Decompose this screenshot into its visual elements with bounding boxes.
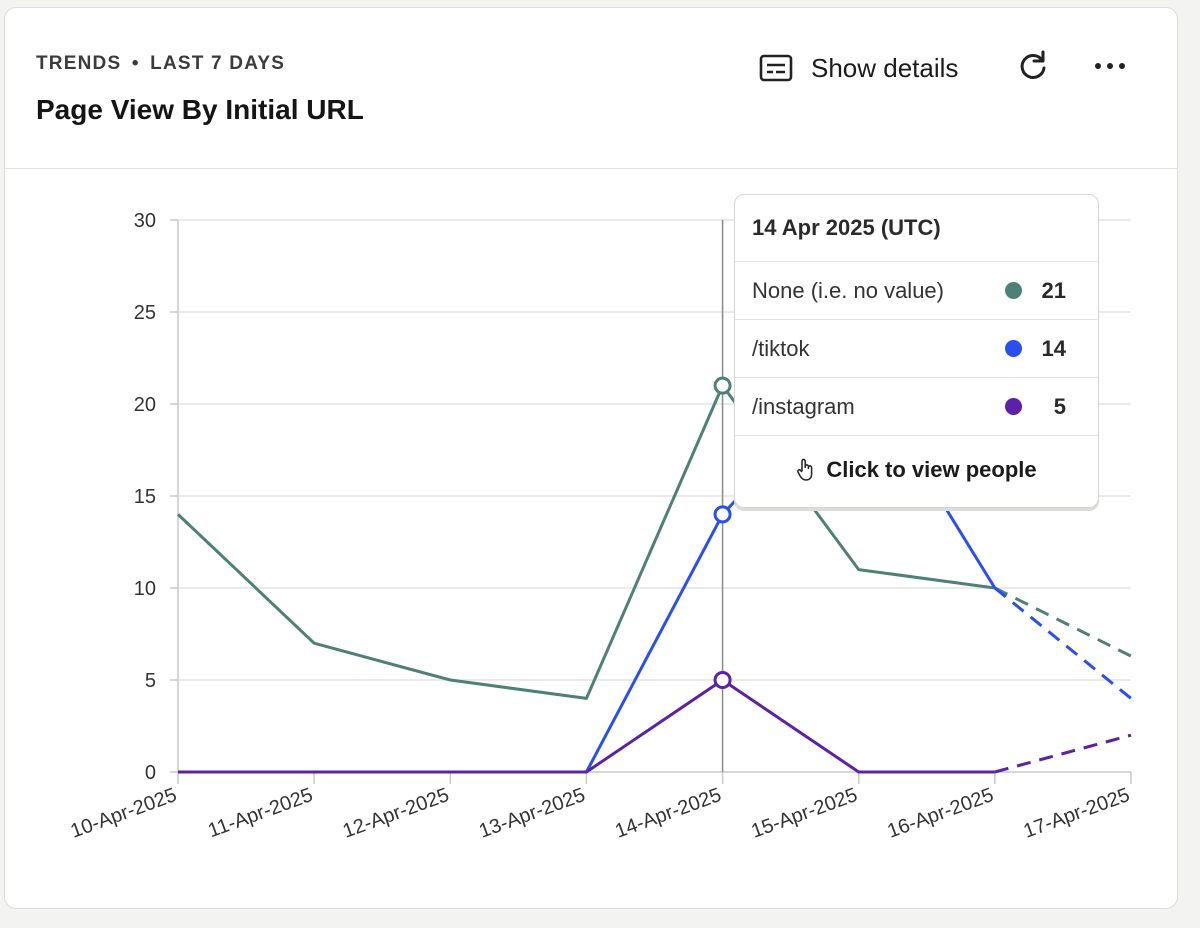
hand-pointer-icon (797, 458, 813, 481)
x-tick-label: 16-Apr-2025 (885, 784, 997, 843)
card-header: TRENDS • LAST 7 DAYS Page View By Initia… (5, 8, 1177, 169)
tooltip-row-value: 14 (1041, 335, 1066, 361)
series-line-projected (994, 733, 1132, 774)
highlight-point (713, 505, 732, 524)
highlight-point (713, 376, 732, 395)
eyebrow-range: LAST 7 DAYS (150, 53, 286, 74)
tooltip-row-label: None (i.e. no value) (752, 277, 944, 303)
refresh-icon[interactable] (1015, 48, 1051, 84)
details-icon (759, 54, 793, 82)
x-tick-label: 11-Apr-2025 (205, 784, 316, 842)
tooltip-row-label: /instagram (752, 393, 855, 419)
x-tick-label: 12-Apr-2025 (340, 784, 452, 843)
y-tick-label: 15 (134, 486, 156, 508)
page-title: Page View By Initial URL (36, 94, 364, 125)
y-tick-label: 30 (134, 210, 156, 232)
show-details-label: Show details (811, 52, 959, 83)
report-type-label: TRENDS • LAST 7 DAYS (36, 53, 285, 75)
view-people-button[interactable]: Click to view people (735, 436, 1098, 504)
tooltip-row: None (i.e. no value) 21 (735, 262, 1098, 320)
tooltip-date: 14 Apr 2025 (UTC) (735, 195, 1098, 262)
view-people-label: Click to view people (826, 457, 1037, 482)
tooltip-row: /tiktok 14 (735, 320, 1098, 378)
tooltip-row: /instagram 5 (735, 378, 1098, 436)
series-line-projected (994, 586, 1132, 658)
eyebrow-separator: • (131, 53, 140, 74)
x-tick-label: 17-Apr-2025 (1021, 784, 1133, 843)
x-tick-label: 10-Apr-2025 (68, 784, 180, 843)
tooltip-row-label: /tiktok (752, 335, 810, 361)
x-tick-label: 13-Apr-2025 (476, 784, 588, 843)
series-swatch (1005, 398, 1022, 415)
eyebrow-type: TRENDS (36, 53, 122, 74)
tooltip-row-value: 5 (1053, 393, 1066, 419)
y-tick-label: 10 (134, 578, 156, 600)
series-line (178, 678, 995, 774)
series-swatch (1005, 340, 1022, 357)
y-tick-label: 25 (134, 302, 156, 324)
x-tick-label: 15-Apr-2025 (748, 784, 860, 843)
more-horizontal-icon[interactable] (1088, 48, 1132, 84)
series-line-projected (993, 586, 1132, 700)
y-tick-label: 0 (145, 762, 156, 784)
y-tick-label: 5 (145, 670, 156, 692)
highlight-point (713, 671, 732, 689)
x-tick-label: 14-Apr-2025 (612, 784, 724, 843)
chart-tooltip[interactable]: 14 Apr 2025 (UTC) None (i.e. no value) 2… (734, 194, 1099, 508)
show-details-button[interactable]: Show details (759, 46, 958, 90)
tooltip-row-value: 21 (1041, 277, 1066, 303)
series-line (176, 384, 996, 700)
series-swatch (1005, 282, 1022, 299)
y-tick-label: 20 (134, 394, 156, 416)
